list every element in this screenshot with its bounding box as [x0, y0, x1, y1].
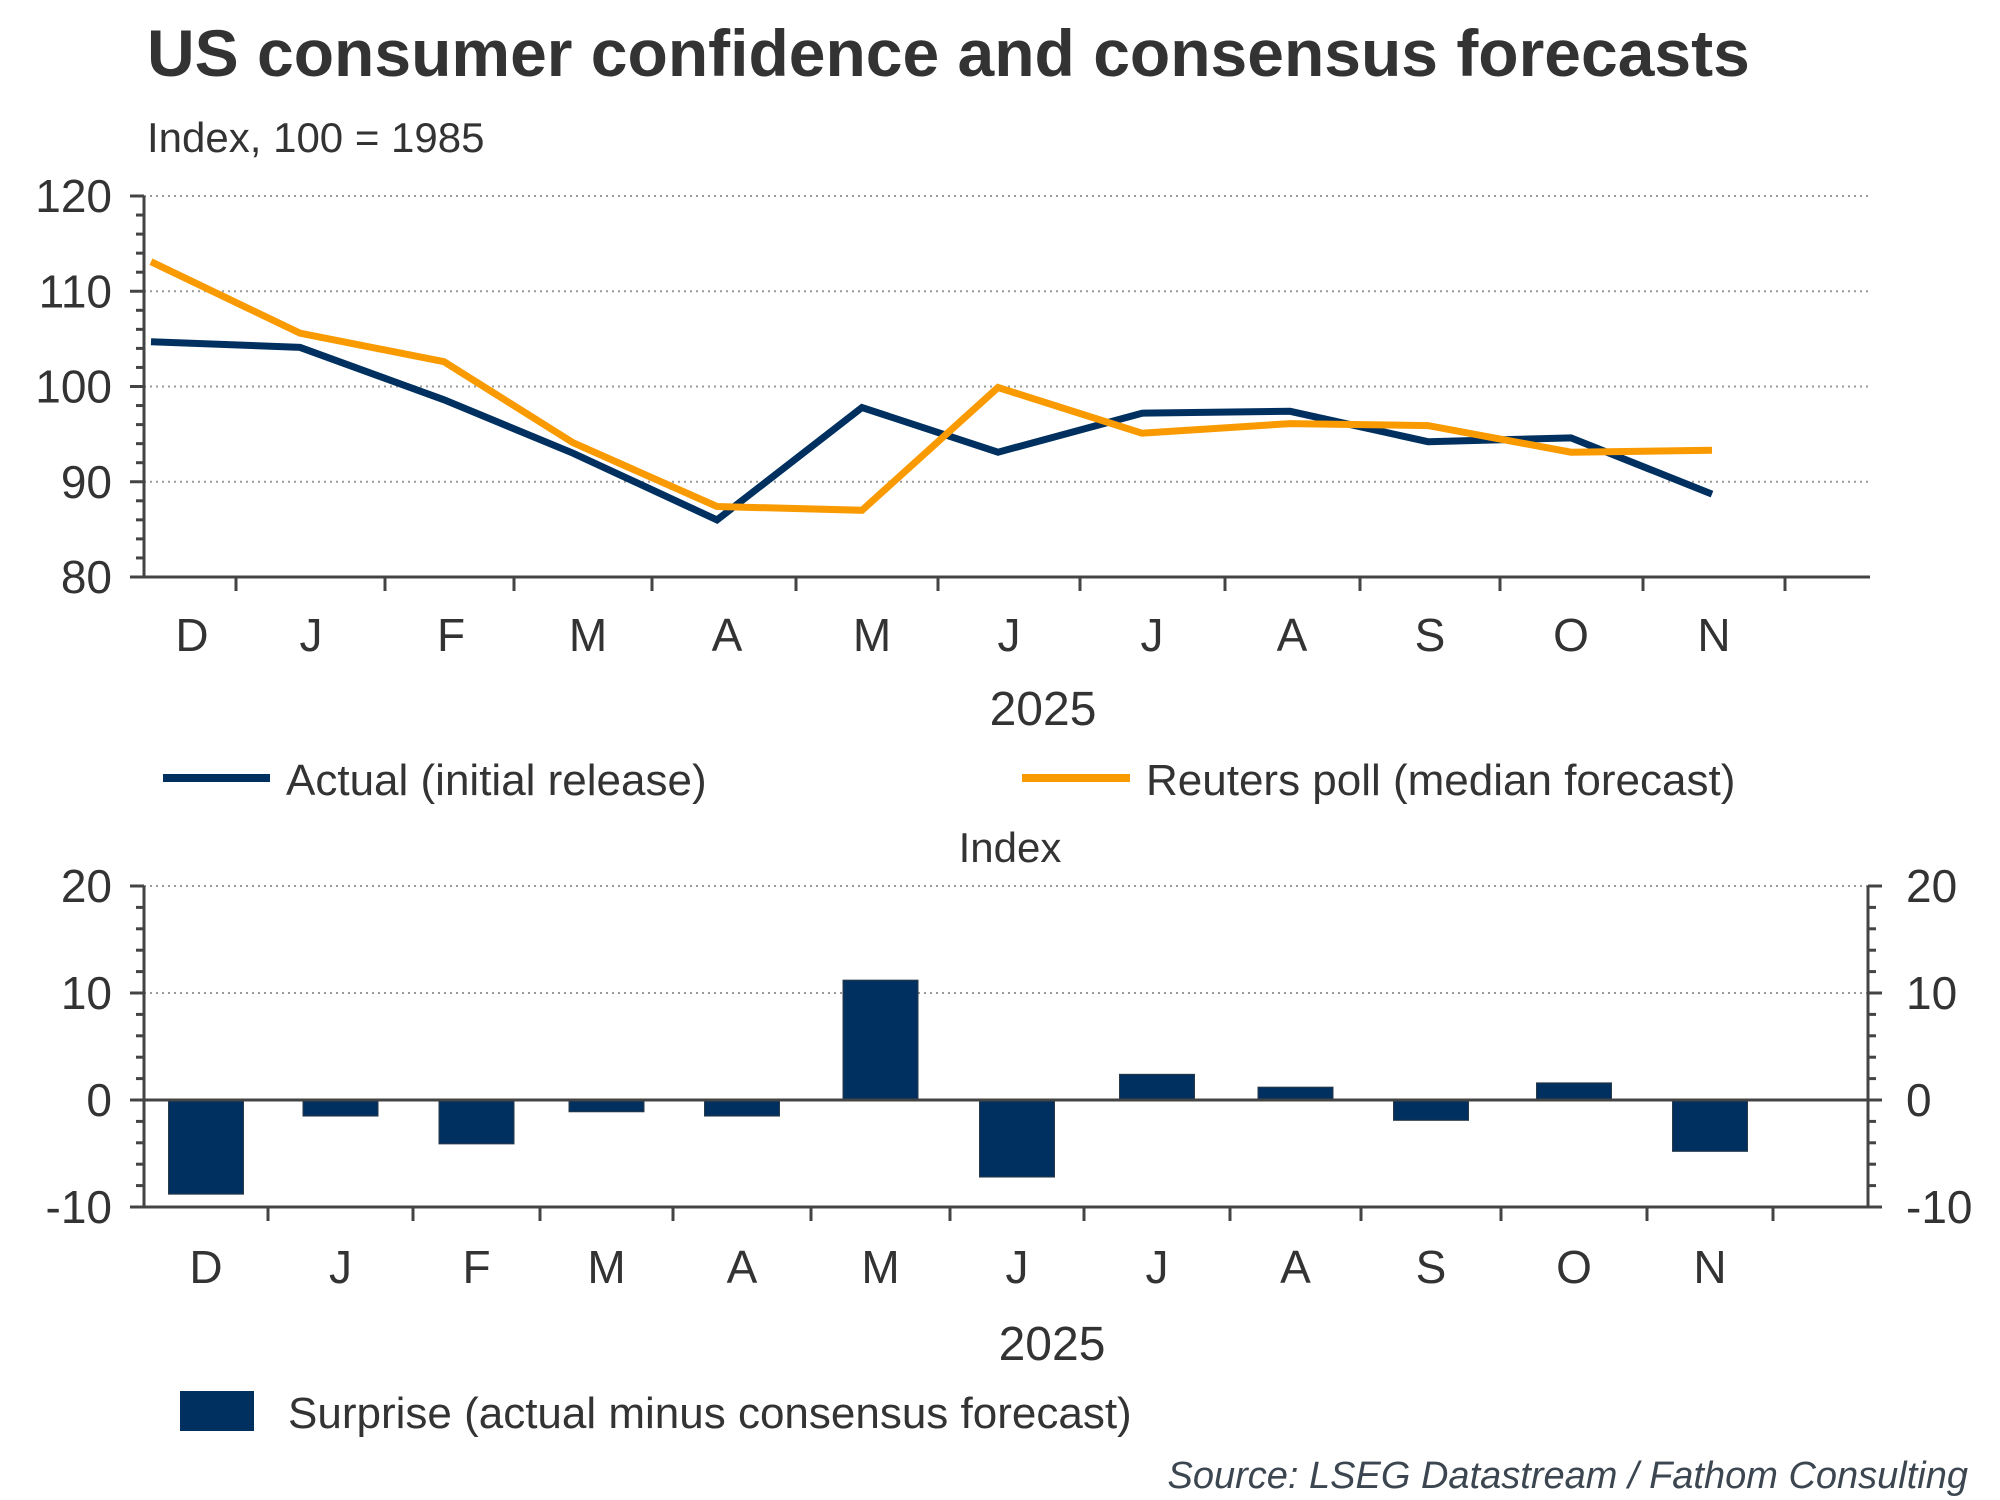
bar-chart-subtitle: Index — [959, 824, 1062, 871]
series-line-actual — [150, 338, 1714, 524]
y-tick-label-right: -10 — [1906, 1181, 1972, 1233]
bar-surprise — [1672, 1099, 1748, 1152]
x-tick-label: J — [1006, 1241, 1029, 1293]
legend-label-surprise: Surprise (actual minus consensus forecas… — [288, 1389, 1132, 1438]
bar-chart-y-tick-labels: -10 -10 0 0 10 10 20 20 — [46, 860, 1973, 1233]
x-tick-label: M — [569, 609, 607, 661]
legend-label-actual: Actual (initial release) — [286, 756, 707, 805]
x-tick-label: F — [462, 1241, 490, 1293]
x-tick-label: D — [189, 1241, 222, 1293]
x-tick-label: N — [1697, 609, 1730, 661]
line-chart-axes — [130, 194, 1870, 591]
x-tick-label: O — [1553, 609, 1589, 661]
bar-surprise — [302, 1099, 379, 1117]
bar-chart-axes — [130, 884, 1882, 1221]
x-tick-label: J — [998, 609, 1021, 661]
x-tick-label: D — [175, 609, 208, 661]
legend-swatch-surprise — [180, 1391, 254, 1431]
legend-item-forecast[interactable]: Reuters poll (median forecast) — [1022, 756, 1735, 805]
y-tick-label-left: 10 — [61, 967, 112, 1019]
source-note: Source: LSEG Datastream / Fathom Consult… — [1168, 1455, 1968, 1497]
bar-chart-gridlines — [144, 885, 1868, 994]
line-chart: Index, 100 = 1985 80 90 100 110 120 D J F M A M J J… — [35, 114, 1870, 805]
bar-surprise — [979, 1099, 1055, 1178]
bar-surprise — [168, 1099, 244, 1195]
y-tick-label-left: -10 — [46, 1181, 112, 1233]
series-line-forecast — [149, 258, 1713, 514]
x-tick-label: S — [1415, 609, 1446, 661]
bar-surprise — [704, 1099, 780, 1117]
bar-chart-year-label: 2025 — [999, 1318, 1106, 1371]
y-tick-label: 80 — [61, 551, 112, 603]
x-tick-label: M — [861, 1241, 899, 1293]
line-chart-series — [149, 258, 1714, 524]
y-tick-label-right: 0 — [1906, 1074, 1932, 1126]
y-tick-label: 100 — [35, 361, 112, 413]
legend-item-surprise[interactable]: Surprise (actual minus consensus forecas… — [180, 1389, 1132, 1438]
x-tick-label: A — [1277, 609, 1308, 661]
x-tick-label: J — [329, 1241, 352, 1293]
bar-surprise — [1536, 1082, 1612, 1101]
x-tick-label: J — [300, 609, 323, 661]
line-chart-subtitle: Index, 100 = 1985 — [147, 114, 484, 161]
bar-surprise — [1257, 1086, 1334, 1101]
bar-chart: Index -10 -10 0 0 10 10 20 20 D J F M A M J J A S O N 2025… — [46, 824, 1973, 1438]
line-chart-y-tick-labels: 80 90 100 110 120 — [35, 170, 112, 603]
x-tick-label: N — [1693, 1241, 1726, 1293]
bar-surprise — [1119, 1073, 1195, 1101]
line-chart-year-label: 2025 — [990, 683, 1097, 736]
line-chart-gridlines — [144, 195, 1870, 483]
y-tick-label: 110 — [39, 265, 112, 317]
y-tick-label: 120 — [35, 170, 112, 222]
x-tick-label: A — [712, 609, 743, 661]
bar-surprise — [568, 1099, 645, 1113]
x-tick-label: O — [1556, 1241, 1592, 1293]
x-tick-label: A — [1280, 1241, 1311, 1293]
bar-chart-bars — [168, 979, 1748, 1195]
legend-label-forecast: Reuters poll (median forecast) — [1146, 756, 1735, 805]
legend-item-actual[interactable]: Actual (initial release) — [163, 756, 707, 805]
bar-surprise — [842, 979, 919, 1101]
x-tick-label: M — [587, 1241, 625, 1293]
x-tick-label: J — [1141, 609, 1164, 661]
line-chart-legend: Actual (initial release) Reuters poll (m… — [163, 756, 1735, 805]
x-tick-label: F — [437, 609, 465, 661]
y-tick-label-right: 10 — [1906, 967, 1957, 1019]
y-tick-label-left: 20 — [61, 860, 112, 912]
x-tick-label: S — [1416, 1241, 1447, 1293]
y-tick-label: 90 — [61, 456, 112, 508]
y-tick-label-left: 0 — [86, 1074, 112, 1126]
bar-chart-legend: Surprise (actual minus consensus forecas… — [180, 1389, 1132, 1438]
x-tick-label: J — [1146, 1241, 1169, 1293]
bar-surprise — [1393, 1099, 1469, 1121]
x-tick-label: M — [853, 609, 891, 661]
y-tick-label-right: 20 — [1906, 860, 1957, 912]
x-tick-label: A — [727, 1241, 758, 1293]
bar-surprise — [438, 1099, 515, 1145]
chart-title: US consumer confidence and consensus for… — [147, 16, 1750, 90]
